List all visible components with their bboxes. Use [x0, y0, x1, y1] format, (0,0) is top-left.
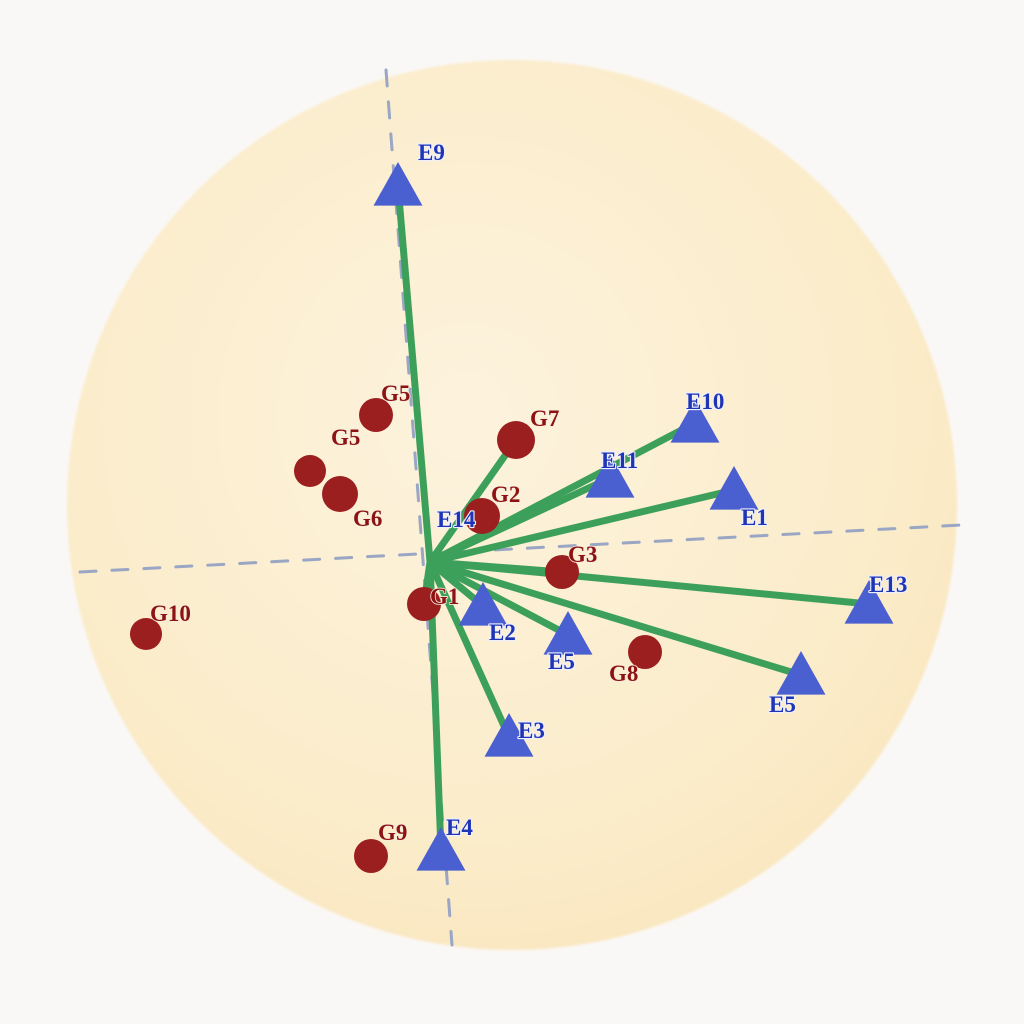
label-e13: E13 — [869, 572, 907, 597]
circle-node-g1[interactable] — [407, 587, 441, 621]
label-g6: G6 — [353, 506, 382, 531]
hub-to-E5c — [426, 558, 572, 639]
label-e4: E4 — [446, 815, 473, 840]
label-g8: G8 — [609, 661, 638, 686]
hub-to-E9 — [394, 182, 434, 566]
horizontal-axis-dashed — [78, 523, 964, 574]
circle-node-g5b[interactable] — [294, 455, 326, 487]
label-e1: E1 — [741, 505, 768, 530]
label-e11: E11 — [601, 448, 638, 473]
circle-node-g2[interactable] — [464, 498, 500, 534]
hub-to-E1 — [426, 486, 738, 566]
circle-node-g9[interactable] — [354, 839, 388, 873]
circle-node-g3[interactable] — [545, 555, 579, 589]
hub-to-E13 — [426, 558, 873, 608]
triangle-node-e5r[interactable] — [776, 651, 826, 695]
label-g7: G7 — [530, 406, 559, 431]
label-e14: E14 — [437, 507, 476, 532]
circle-node-g10[interactable] — [130, 618, 162, 650]
triangle-node-e5c[interactable] — [543, 611, 593, 655]
triangle-node-e9[interactable] — [373, 162, 423, 206]
hub-to-E11 — [426, 474, 614, 566]
label-g10: G10 — [150, 601, 191, 626]
label-e5c: E5 — [548, 649, 575, 674]
circle-node-group — [130, 398, 662, 873]
axis-group — [78, 68, 964, 947]
triangle-node-e13[interactable] — [844, 580, 894, 624]
label-e5r: E5 — [769, 692, 796, 717]
label-g5a: G5 — [381, 381, 410, 406]
triangle-label-group: E9 E10 E11 E1 E13 E5 E2 E5 E3 E4 E14 — [417, 139, 909, 841]
triangle-node-e11[interactable] — [585, 454, 635, 498]
triangle-node-e4[interactable] — [416, 827, 466, 871]
hub-to-E5r — [426, 558, 805, 679]
circle-node-g7[interactable] — [497, 421, 535, 459]
triangle-node-e1[interactable] — [709, 466, 759, 510]
label-g1: G1 — [430, 584, 459, 609]
label-e3: E3 — [518, 718, 545, 743]
label-e2: E2 — [489, 620, 516, 645]
hub-to-E3 — [426, 558, 513, 741]
label-g2: G2 — [491, 482, 520, 507]
circle-node-g6[interactable] — [322, 476, 358, 512]
label-g3: G3 — [568, 542, 597, 567]
label-e9: E9 — [418, 140, 445, 165]
circle-node-g8[interactable] — [628, 635, 662, 669]
triangle-node-group — [373, 162, 894, 871]
triangle-node-e2[interactable] — [458, 582, 508, 626]
circle-node-g5a[interactable] — [359, 398, 393, 432]
label-g5b: G5 — [331, 425, 360, 450]
label-e10: E10 — [686, 389, 724, 414]
triangle-node-e10[interactable] — [670, 399, 720, 443]
circle-label-group: G5 G5 G6 G10 G7 G2 G1 G3 G8 G9 — [149, 380, 639, 846]
plot-disc — [67, 60, 957, 950]
triangle-node-e3[interactable] — [484, 713, 534, 757]
label-g9: G9 — [378, 820, 407, 845]
